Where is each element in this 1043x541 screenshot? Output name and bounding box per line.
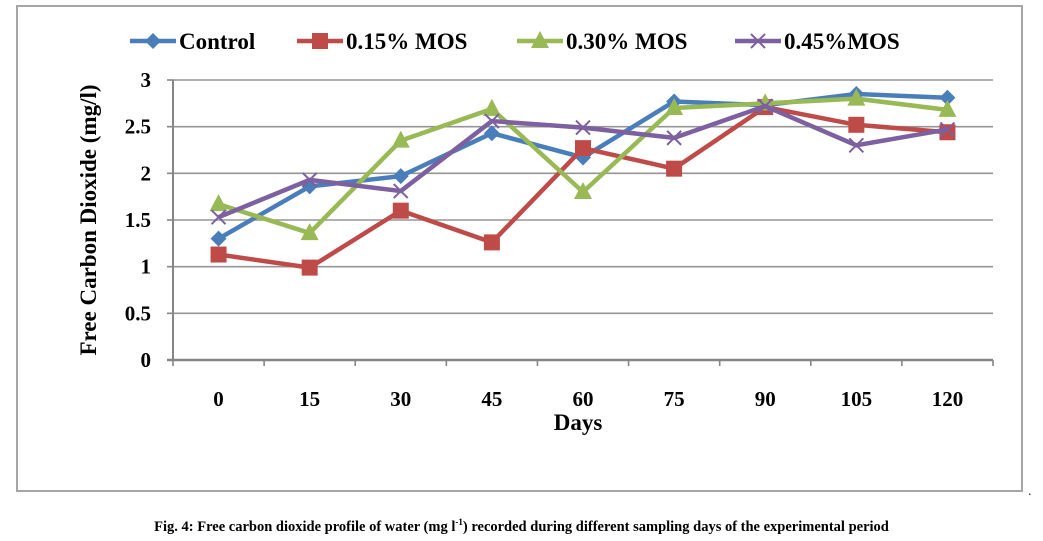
legend-item: 0.45%MOS (735, 29, 900, 54)
x-tick-labels: 0 15 30 45 60 75 90 105 120 (213, 387, 963, 411)
x-tick-label: 105 (841, 387, 873, 411)
series-0-45-mos (210, 98, 956, 225)
y-tick-label: 2 (141, 161, 152, 185)
data-point (848, 116, 865, 133)
caption-text-start: Fig. 4: Free carbon dioxide profile of w… (154, 518, 456, 535)
data-point-stroke (575, 119, 591, 136)
data-point-stroke (301, 172, 318, 188)
data-point (484, 113, 500, 129)
data-point-stroke (848, 137, 865, 154)
data-point (392, 202, 409, 219)
data-point-stroke (484, 113, 500, 129)
data-point (210, 246, 227, 263)
data-point-stroke (210, 209, 227, 225)
y-tick-label: 0.5 (125, 301, 151, 325)
data-point (210, 230, 227, 247)
x-tick-label: 120 (932, 387, 964, 411)
legend-marker (145, 33, 161, 49)
series-line (217, 96, 948, 236)
data-point-stroke (393, 183, 409, 199)
x-tick-label: 60 (573, 387, 594, 411)
legend-item: 0.30% MOS (517, 29, 687, 54)
x-tick-label: 75 (664, 387, 685, 411)
legend-marker (750, 33, 766, 49)
data-point-stroke (939, 121, 956, 138)
data-point (393, 183, 409, 199)
data-point (300, 223, 319, 241)
data-point (666, 130, 682, 146)
x-tick-label: 90 (755, 387, 776, 411)
y-tick-label: 3 (141, 68, 152, 92)
caption-text-end: ) recorded during different sampling day… (462, 518, 889, 535)
data-point (847, 88, 866, 106)
data-point (210, 209, 227, 225)
data-point (392, 168, 409, 185)
data-point (848, 137, 865, 154)
legend-item: 0.15% MOS (297, 29, 467, 54)
y-tick-label: 2.5 (125, 115, 151, 139)
legend-item: Control (130, 29, 255, 54)
legend-label: 0.15% MOS (346, 29, 467, 54)
data-point (483, 125, 500, 142)
caption-superscript: -1 (455, 517, 463, 527)
x-tick-label: 15 (299, 387, 320, 411)
data-point (666, 160, 683, 177)
data-point (575, 140, 591, 157)
legend-label: Control (179, 29, 255, 54)
series-group (209, 86, 957, 276)
x-tick-label: 45 (481, 387, 502, 411)
y-tick-label: 0 (141, 348, 152, 372)
data-point (575, 119, 591, 136)
legend: Control 0.15% MOS 0.30% MOS 0.45%MOS (130, 29, 900, 54)
legend-label: 0.30% MOS (566, 29, 687, 54)
x-tick-label: 0 (213, 387, 224, 411)
data-point (939, 121, 956, 138)
data-point (574, 182, 592, 199)
data-point (939, 89, 956, 106)
chart-frame (16, 5, 1023, 492)
y-axis-title: Free Carbon Dioxide (mg/l) (76, 84, 101, 355)
legend-marker (312, 33, 328, 49)
data-point-stroke (666, 130, 682, 146)
trailing-period: . (1028, 484, 1032, 499)
line-chart: Control 0.15% MOS 0.30% MOS 0.45%MOS 0 0.5 1 1… (76, 29, 994, 435)
figure-caption: Fig. 4: Free carbon dioxide profile of w… (0, 517, 1043, 536)
data-point (301, 172, 318, 188)
data-point-stroke (757, 98, 773, 114)
series-0-30-mos (209, 88, 957, 241)
legend-marker-stroke (750, 33, 766, 49)
data-point (665, 98, 684, 115)
legend-marker (531, 31, 549, 48)
data-point (209, 194, 228, 212)
y-tick-label: 1.5 (125, 208, 151, 232)
data-point (391, 130, 410, 148)
legend-label: 0.45%MOS (784, 29, 900, 54)
axes (167, 79, 994, 366)
data-point (938, 99, 957, 117)
y-tick-label: 1 (141, 255, 152, 279)
x-tick-label: 30 (390, 387, 411, 411)
data-point (301, 259, 318, 276)
x-axis-title: Days (554, 410, 603, 435)
y-tick-labels: 0 0.5 1 1.5 2 2.5 3 (125, 68, 151, 372)
data-point (757, 98, 773, 114)
data-point (483, 234, 500, 251)
data-point (482, 98, 501, 116)
